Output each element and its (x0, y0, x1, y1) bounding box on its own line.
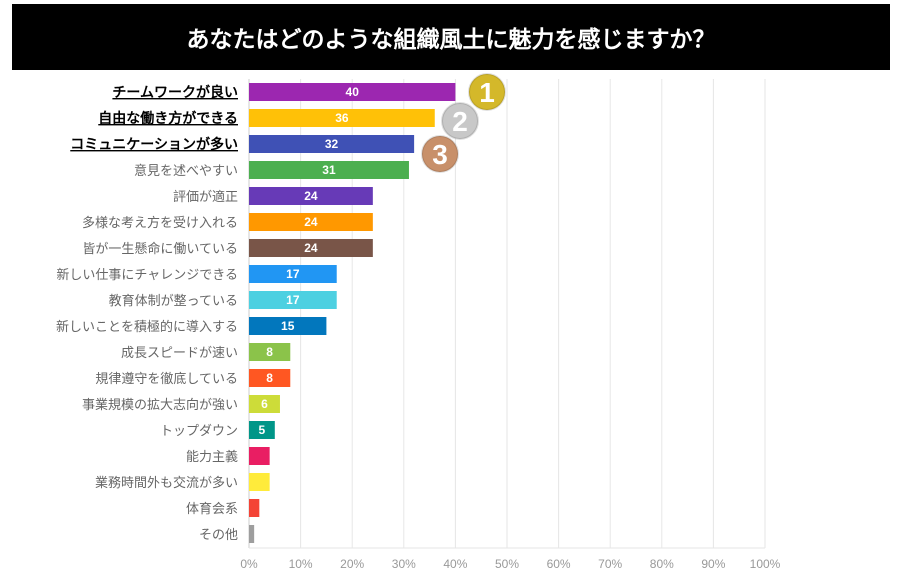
bar (249, 291, 337, 309)
bar (249, 83, 456, 101)
x-tick-label: 80% (650, 557, 674, 571)
data-label: 40 (346, 85, 360, 99)
category-label: 多様な考え方を受け入れる (82, 215, 238, 231)
data-label: 6 (261, 397, 268, 411)
bar (249, 499, 260, 517)
x-tick-label: 40% (443, 557, 467, 571)
bar (249, 213, 373, 231)
bar (249, 421, 275, 439)
category-label: トップダウン (160, 424, 238, 439)
bar (249, 317, 327, 335)
bar (249, 447, 270, 465)
x-tick-label: 0% (240, 557, 258, 571)
x-tick-label: 90% (701, 557, 725, 571)
category-label: 新しい仕事にチャレンジできる (56, 267, 238, 283)
x-tick-label: 60% (547, 557, 571, 571)
data-label: 24 (304, 241, 318, 255)
data-label: 17 (286, 267, 300, 281)
data-label: 8 (266, 371, 273, 385)
medal-2-icon (441, 102, 479, 140)
bar (249, 109, 435, 127)
medal-3-icon (421, 135, 459, 173)
category-label: チームワークが良い (112, 84, 238, 101)
bar (249, 473, 270, 491)
chart-title: あなたはどのような組織風土に魅力を感じますか？ (12, 4, 890, 70)
bar (249, 135, 415, 153)
category-label: 新しいことを積極的に導入する (56, 319, 238, 335)
bar (249, 525, 255, 543)
data-label: 15 (281, 319, 295, 333)
x-tick-label: 20% (340, 557, 364, 571)
data-label: 24 (304, 189, 318, 203)
category-label: 自由な働き方ができる (98, 110, 238, 127)
data-label: 36 (335, 111, 349, 125)
medal-rank: 1 (479, 77, 495, 108)
x-tick-label: 30% (392, 557, 416, 571)
bar (249, 239, 373, 257)
bar (249, 343, 291, 361)
category-label: 事業規模の拡大志向が強い (82, 397, 238, 413)
data-label: 8 (266, 345, 273, 359)
category-label: 皆が一生懸命に働いている (82, 241, 238, 257)
bar (249, 187, 373, 205)
x-tick-label: 100% (750, 557, 781, 571)
category-label: 評価が適正 (173, 189, 238, 205)
x-tick-label: 70% (598, 557, 622, 571)
x-tick-label: 50% (495, 557, 519, 571)
bar (249, 265, 337, 283)
medal-1-icon (468, 73, 506, 111)
category-label: 意見を述べやすい (134, 163, 238, 179)
category-label: 業務時間外も交流が多い (95, 475, 238, 491)
category-label: 規律遵守を徹底している (95, 371, 238, 387)
bar (249, 369, 291, 387)
category-label: 成長スピードが速い (121, 346, 238, 361)
data-label: 24 (304, 215, 318, 229)
category-label: その他 (199, 528, 238, 543)
bar (249, 395, 280, 413)
category-label: コミュニケーションが多い (70, 136, 238, 153)
category-label: 能力主義 (186, 449, 238, 465)
category-label: 体育会系 (186, 501, 238, 517)
data-label: 17 (286, 293, 300, 307)
data-label: 32 (325, 137, 339, 151)
category-label: 教育体制が整っている (109, 293, 238, 309)
data-label: 31 (322, 163, 336, 177)
data-label: 5 (259, 423, 266, 437)
x-tick-label: 10% (289, 557, 313, 571)
bar (249, 161, 409, 179)
medal-rank: 2 (452, 106, 468, 137)
medal-rank: 3 (432, 139, 448, 170)
